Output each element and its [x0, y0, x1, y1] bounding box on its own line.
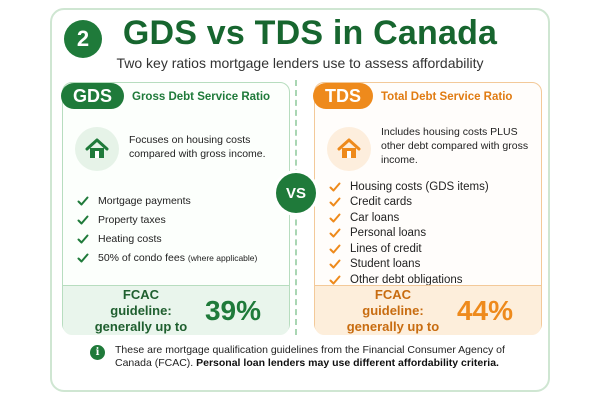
list-item: 50% of condo fees (where applicable) — [77, 248, 257, 267]
list-item: Lines of credit — [329, 241, 489, 257]
tds-full-name: Total Debt Service Ratio — [381, 91, 513, 103]
list-item: Other debt obligations — [329, 272, 489, 288]
check-icon — [77, 253, 89, 262]
gds-description: Focuses on housing costs compared with g… — [129, 134, 266, 160]
list-item-label: Student loans — [350, 258, 421, 271]
house-icon — [75, 127, 119, 171]
tds-panel: TDS Total Debt Service Ratio Includes ho… — [313, 82, 542, 335]
list-item-label: Heating costs — [98, 232, 162, 245]
tds-guideline-box: FCAC guideline: generally up to 44% — [315, 285, 541, 335]
gds-full-name: Gross Debt Service Ratio — [132, 91, 271, 103]
tds-description: Includes housing costs PLUS other debt c… — [381, 126, 529, 166]
list-item-label: Housing costs (GDS items) — [350, 180, 489, 193]
gds-guideline-label: FCAC guideline: generally up to — [94, 286, 188, 334]
gds-guideline-value: 39% — [204, 294, 262, 326]
list-item-label: Personal loans — [350, 227, 427, 240]
check-icon — [329, 259, 341, 269]
footer-text: These are mortgage qualification guideli… — [115, 344, 510, 370]
list-item: Property taxes — [77, 210, 257, 229]
list-item: Mortgage payments — [77, 191, 257, 210]
check-icon — [77, 215, 89, 224]
list-item: Heating costs — [77, 229, 257, 248]
step-number-badge: 2 — [64, 20, 102, 58]
footer-bold-text: Personal loan lenders may use different … — [196, 357, 499, 369]
list-item: Personal loans — [329, 226, 489, 242]
gds-panel: GDS Gross Debt Service Ratio Focuses on … — [61, 82, 290, 335]
page-subtitle: Two key ratios mortgage lenders use to a… — [116, 55, 484, 71]
list-item-label: 50% of condo fees — [98, 251, 185, 264]
check-icon — [329, 182, 341, 192]
list-item: Housing costs (GDS items) — [329, 179, 489, 195]
list-item-label: Lines of credit — [350, 242, 422, 255]
tds-items-list: Housing costs (GDS items) Credit cards C… — [329, 179, 489, 288]
info-icon: i — [90, 345, 105, 360]
check-icon — [329, 244, 341, 254]
list-item: Car loans — [329, 210, 489, 226]
list-item-label: Other debt obligations — [350, 273, 463, 286]
list-item-label: Credit cards — [350, 196, 412, 209]
tds-panel-header: TDS Total Debt Service Ratio — [313, 83, 541, 111]
tds-abbr-pill: TDS — [313, 83, 373, 109]
gds-items-list: Mortgage payments Property taxes Heating… — [77, 191, 257, 267]
gds-guideline-box: FCAC guideline: generally up to 39% — [63, 285, 289, 335]
vs-badge: VS — [276, 173, 316, 213]
check-icon — [77, 234, 89, 243]
footer-note: i These are mortgage qualification guide… — [90, 344, 510, 370]
list-item-note: (where applicable) — [187, 252, 258, 263]
list-item: Credit cards — [329, 195, 489, 211]
check-icon — [329, 228, 341, 238]
tds-guideline-label: FCAC guideline: generally up to — [346, 286, 440, 334]
list-item-label: Car loans — [350, 211, 400, 224]
page-title: GDS vs TDS in Canada — [122, 14, 498, 52]
list-item: Student loans — [329, 257, 489, 273]
list-item-label: Mortgage payments — [98, 194, 191, 207]
footer-plain-text: These are mortgage qualification guideli… — [115, 344, 505, 369]
list-item-label: Property taxes — [98, 213, 166, 226]
check-icon — [329, 275, 341, 285]
tds-guideline-value: 44% — [456, 294, 514, 326]
gds-panel-header: GDS Gross Debt Service Ratio — [61, 83, 289, 111]
check-icon — [329, 197, 341, 207]
check-icon — [329, 213, 341, 223]
house-icon — [327, 127, 371, 171]
check-icon — [77, 196, 89, 205]
gds-abbr-pill: GDS — [61, 83, 125, 109]
